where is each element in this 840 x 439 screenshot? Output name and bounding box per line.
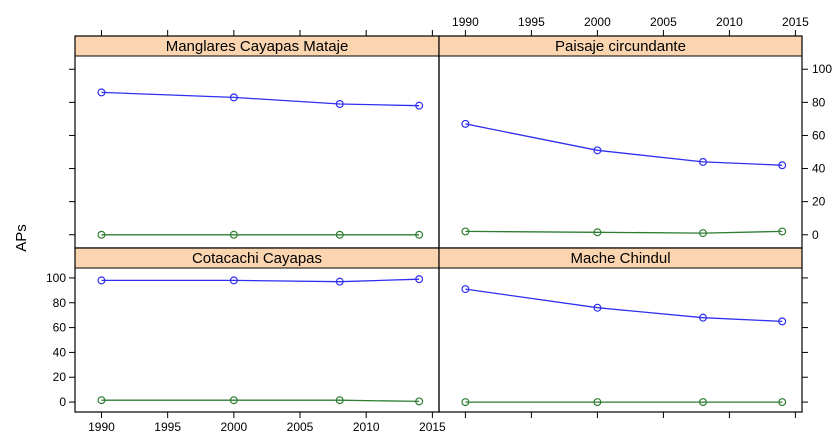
y-tick-label: 80 (812, 95, 826, 109)
y-tick-label: 80 (53, 296, 67, 310)
panel-title: Mache Chindul (570, 250, 670, 267)
data-point (461, 285, 470, 294)
y-tick-label: 0 (812, 228, 819, 242)
x-tick-label: 1990 (88, 420, 115, 434)
data-point (97, 230, 106, 239)
panel-title: Paisaje circundante (555, 38, 686, 55)
series-line (465, 230, 783, 234)
y-tick-label: 40 (53, 345, 67, 359)
panel-title: Manglares Cayapas Mataje (166, 38, 349, 55)
x-tick-label: 1995 (154, 420, 181, 434)
y-tick-label: 20 (53, 370, 67, 384)
x-tick-label: 2015 (782, 15, 809, 29)
data-point (593, 398, 602, 407)
y-axis-label: APs (13, 224, 30, 252)
x-tick-label: 2000 (220, 420, 247, 434)
data-point (461, 119, 470, 128)
y-tick-label: 60 (812, 128, 826, 142)
panel-frame (438, 35, 803, 249)
panel: Mache Chindul (438, 247, 803, 413)
data-point (698, 229, 707, 238)
data-point (593, 146, 602, 155)
data-point (698, 157, 707, 166)
data-point (778, 227, 787, 236)
data-point (229, 230, 238, 239)
data-point (461, 398, 470, 407)
data-point (97, 276, 106, 285)
data-point (593, 303, 602, 312)
data-point (415, 101, 424, 110)
data-point (335, 99, 344, 108)
data-point (698, 398, 707, 407)
y-tick-label: 100 (812, 62, 832, 76)
panel: Manglares Cayapas Mataje (74, 35, 440, 249)
data-point (229, 396, 238, 405)
x-tick-label: 2015 (419, 420, 446, 434)
series-line (101, 91, 420, 107)
panel-title: Cotacachi Cayapas (192, 250, 322, 267)
data-point (778, 317, 787, 326)
data-point (97, 396, 106, 405)
x-tick-label: 1995 (518, 15, 545, 29)
data-point (415, 397, 424, 406)
x-tick-label: 2010 (716, 15, 743, 29)
data-point (335, 277, 344, 286)
x-tick-label: 2005 (650, 15, 677, 29)
data-point (778, 398, 787, 407)
data-point (415, 275, 424, 284)
panel: Cotacachi Cayapas (74, 247, 440, 413)
data-point (461, 227, 470, 236)
data-point (97, 88, 106, 97)
y-tick-label: 0 (59, 395, 66, 409)
panel: Paisaje circundante (438, 35, 803, 249)
data-point (415, 230, 424, 239)
series-line (101, 399, 420, 403)
x-tick-label: 2000 (584, 15, 611, 29)
panel-frame (74, 247, 440, 413)
y-tick-label: 100 (46, 271, 66, 285)
series-line (101, 278, 420, 283)
x-tick-label: 2010 (353, 420, 380, 434)
y-tick-label: 60 (53, 321, 67, 335)
y-tick-label: 20 (812, 195, 826, 209)
panel-frame (74, 35, 440, 249)
x-tick-label: 2005 (287, 420, 314, 434)
series-line (465, 123, 783, 166)
data-point (335, 230, 344, 239)
y-tick-label: 40 (812, 162, 826, 176)
data-point (698, 313, 707, 322)
data-point (593, 228, 602, 237)
series-line (465, 288, 783, 323)
x-tick-label: 1990 (452, 15, 479, 29)
data-point (335, 396, 344, 405)
data-point (229, 93, 238, 102)
data-point (229, 276, 238, 285)
data-point (778, 161, 787, 170)
panel-frame (438, 247, 803, 413)
